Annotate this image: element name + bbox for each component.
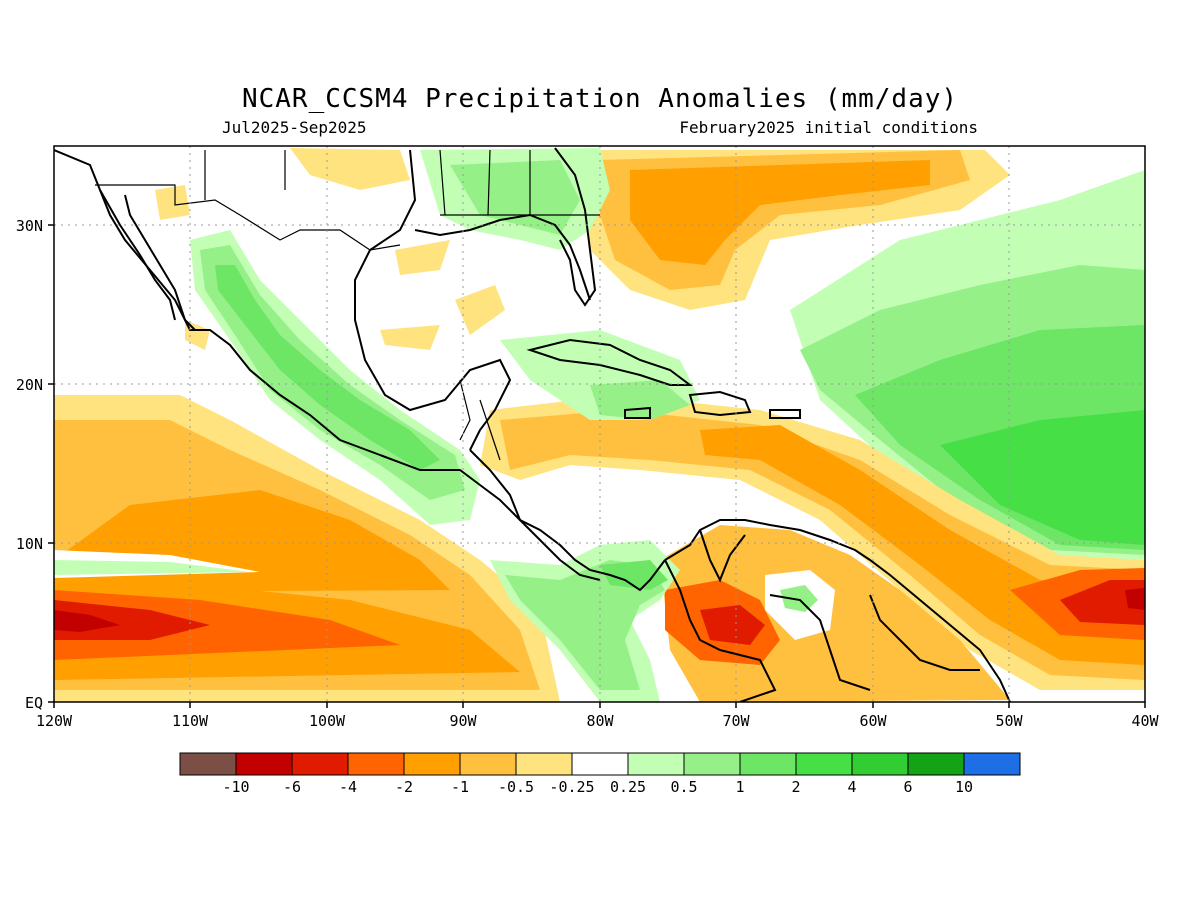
x-tick-label: 110W: [172, 712, 209, 730]
x-tick-label: 40W: [1131, 712, 1159, 730]
colorbar-swatch: [739, 752, 797, 776]
colorbar-swatch: [235, 752, 293, 776]
colorbar: [179, 752, 1021, 776]
colorbar-swatch: [907, 752, 965, 776]
colorbar-label: -10: [222, 778, 249, 796]
axis-ticks: [48, 224, 1146, 708]
colorbar-label: 0.5: [670, 778, 697, 796]
y-tick-labels: EQ 10N 20N 30N: [16, 217, 43, 712]
colorbar-swatch: [403, 752, 461, 776]
y-tick-label: 10N: [16, 535, 43, 553]
colorbar-labels: -10 -6 -4 -2 -1 -0.5 -0.25 0.25 0.5 1 2 4 6 10: [222, 778, 973, 796]
colorbar-swatch: [795, 752, 853, 776]
colorbar-swatch: [851, 752, 909, 776]
y-tick-label: 20N: [16, 376, 43, 394]
colorbar-swatch: [627, 752, 685, 776]
x-tick-labels: 120W 110W 100W 90W 80W 70W 60W 50W 40W: [36, 712, 1160, 730]
x-tick-label: 80W: [586, 712, 614, 730]
colorbar-swatch: [291, 752, 349, 776]
x-tick-label: 60W: [859, 712, 887, 730]
colorbar-swatch: [515, 752, 573, 776]
initial-conditions: February2025 initial conditions: [679, 118, 978, 137]
colorbar-label: -4: [339, 778, 357, 796]
colorbar-label: -6: [283, 778, 301, 796]
colorbar-swatch: [683, 752, 741, 776]
x-tick-label: 90W: [449, 712, 477, 730]
map-title: NCAR_CCSM4 Precipitation Anomalies (mm/d…: [241, 84, 959, 114]
colorbar-label: 10: [955, 778, 973, 796]
colorbar-swatch: [347, 752, 405, 776]
colorbar-swatch: [459, 752, 517, 776]
colorbar-label: 4: [847, 778, 856, 796]
colorbar-label: 2: [791, 778, 800, 796]
colorbar-label: 0.25: [610, 778, 646, 796]
x-tick-label: 50W: [995, 712, 1023, 730]
colorbar-swatch: [963, 752, 1021, 776]
forecast-period: Jul2025-Sep2025: [222, 118, 367, 137]
colorbar-swatch: [179, 752, 237, 776]
x-tick-label: 100W: [309, 712, 346, 730]
y-tick-label: EQ: [25, 694, 43, 712]
colorbar-label: -1: [451, 778, 469, 796]
colorbar-label: -2: [395, 778, 413, 796]
colorbar-label: 6: [903, 778, 912, 796]
y-tick-label: 30N: [16, 217, 43, 235]
colorbar-swatch: [571, 752, 629, 776]
x-tick-label: 70W: [722, 712, 750, 730]
x-tick-label: 120W: [36, 712, 73, 730]
colorbar-label: -0.5: [498, 778, 534, 796]
anomaly-field: [54, 146, 1145, 702]
gridlines: [54, 146, 1145, 702]
political-borders: [95, 149, 600, 461]
colorbar-label: -0.25: [549, 778, 594, 796]
colorbar-label: 1: [735, 778, 744, 796]
